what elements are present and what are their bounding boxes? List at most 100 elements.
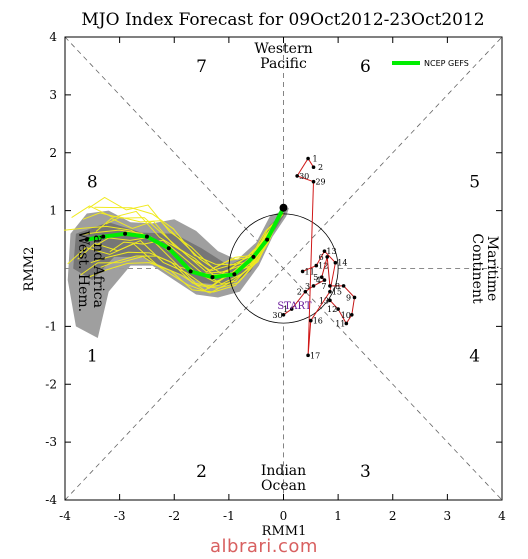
observed-day-label: 10 [341,311,351,320]
observed-day-label: 29 [315,178,325,187]
observed-point [328,289,332,294]
x-axis-label: RMM1 [262,524,307,539]
observed-day-label: 2 [297,288,302,297]
phase-number-label: 1 [87,346,98,366]
ensemble-member-line [63,207,284,275]
observed-point [303,289,308,294]
observed-point [311,179,316,184]
phase-number-label: 4 [469,346,480,366]
phase-number-label: 8 [87,173,98,193]
ensemble-mean-point [123,231,128,236]
x-tick-label: 4 [498,509,506,523]
observed-day-label: 13 [319,296,329,305]
observed-day-label: 9 [346,293,351,302]
x-tick-label: -2 [168,509,180,523]
y-tick-label: 1 [49,204,57,218]
region-label-left: and Africa [90,235,106,308]
ensemble-mean-point [84,237,89,242]
ensemble-member-line [89,207,284,293]
observed-day-label: 30 [272,311,282,320]
observed-point [295,174,299,178]
observed-point [352,295,357,300]
region-label-bottom: Ocean [261,478,306,494]
phase-divider-line [64,36,503,501]
observed-point [289,307,294,311]
observed-point [328,298,332,303]
y-tick-label: -4 [45,493,57,507]
observed-day-label: 11 [305,267,315,276]
observed-day-label: 1 [283,305,288,314]
observed-day-label: 5 [313,273,318,282]
region-label-top: Pacific [260,56,307,72]
ensemble-mean-point [251,254,256,259]
ensemble-member-line [88,196,284,269]
observed-day-label: 4 [316,276,321,285]
observed-point [325,255,330,259]
observed-day-label: 17 [310,351,320,360]
chart-title: MJO Index Forecast for 09Oct2012-23Oct20… [81,10,484,30]
y-tick-label: 2 [49,146,57,160]
observed-path-older [296,157,336,356]
observed-day-label: 3 [305,282,310,291]
region-label-right: Maritime [484,236,500,302]
observed-day-label: 13 [326,247,336,256]
observed-point [336,307,340,311]
y-axis-label: RMM2 [22,247,37,292]
y-tick-label: -1 [45,319,57,333]
unit-circle [228,213,339,324]
observed-point [306,353,310,358]
region-label-right: Continent [469,233,485,304]
observed-point [311,284,316,288]
forecast-start-point [279,203,288,212]
observed-day-label: 16 [313,317,323,326]
observed-day-label: 14 [337,259,347,268]
ensemble-mean-point [166,246,171,251]
observed-day-label: 2 [318,163,323,172]
x-tick-label: -3 [114,509,126,523]
ensemble-mean-point [144,234,149,239]
phase-number-label: 3 [360,462,371,482]
region-label-left: West. Hem. [75,231,91,312]
x-tick-label: 0 [280,509,288,523]
observed-day-label: 7 [321,282,326,291]
legend-label: NCEP GEFS [424,59,469,68]
x-tick-label: -1 [223,509,235,523]
observed-day-label: 30 [299,172,309,181]
observed-point [319,275,324,279]
y-tick-label: -3 [45,435,57,449]
watermark-text: albrari.com [210,536,318,557]
observed-day-label: 11 [335,319,345,328]
observed-point [328,284,332,288]
observed-point [344,321,349,326]
phase-number-label: 6 [360,57,371,77]
observed-point [300,269,305,274]
observed-day-label: 1 [313,155,318,164]
phase-number-label: 2 [196,462,207,482]
observed-point [314,263,319,268]
observed-day-label: 12 [327,305,337,314]
observed-point [333,260,338,265]
observed-day-label: 12 [318,262,328,271]
observed-point [281,313,286,317]
x-tick-label: 1 [334,509,342,523]
ensemble-mean-point [101,234,106,239]
observed-day-label: 15 [332,288,342,297]
y-tick-label: 4 [49,30,57,44]
region-label-bottom: Indian [261,463,306,479]
observed-point [309,318,313,323]
x-tick-label: 3 [444,509,452,523]
x-tick-label: -4 [59,509,71,523]
phase-number-label: 5 [469,173,480,193]
y-tick-label: -2 [45,377,57,391]
region-label-top: Western [254,41,312,57]
start-label: START [277,301,312,312]
observed-point [322,249,327,253]
y-tick-label: 3 [49,88,57,102]
ensemble-mean-point [188,269,193,274]
observed-point [322,278,327,282]
ensemble-mean-point [210,275,215,280]
observed-point [311,165,316,170]
observed-point [306,156,310,161]
observed-point [349,313,354,317]
